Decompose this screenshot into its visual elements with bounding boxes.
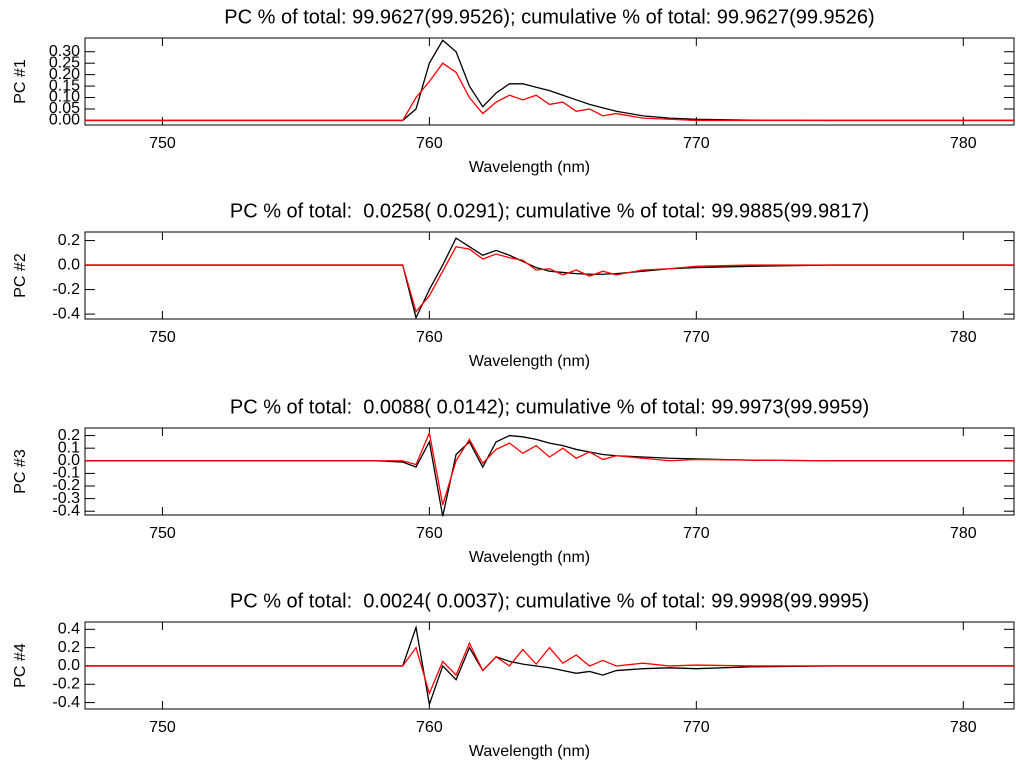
data-line	[85, 641, 1014, 696]
x-axis-label: Wavelength (nm)	[469, 549, 590, 566]
x-tick-label: 750	[149, 329, 176, 346]
y-tick-label: -0.2	[52, 477, 80, 494]
chart-title: PC % of total: 0.0024( 0.0037); cumulati…	[230, 590, 869, 612]
x-tick-label: 760	[416, 525, 443, 542]
y-tick-label: 0.0	[58, 452, 80, 469]
x-tick-label: 750	[149, 135, 176, 152]
data-line	[85, 39, 1014, 122]
x-tick-label: 760	[416, 719, 443, 736]
x-tick-label: 770	[683, 135, 710, 152]
y-tick-label: 0.2	[58, 232, 80, 249]
y-tick-label: -0.2	[52, 675, 80, 692]
plot-frame	[84, 231, 1015, 320]
x-axis-label: Wavelength (nm)	[469, 159, 590, 176]
y-tick-label: 0.2	[58, 427, 80, 444]
y-tick-label: 0.2	[58, 639, 80, 656]
plot-frame	[84, 427, 1015, 516]
x-tick-label: 770	[683, 525, 710, 542]
y-axis-label: PC #3	[12, 449, 29, 494]
y-tick-label: 0.00	[49, 112, 80, 129]
y-tick-label: -0.2	[52, 281, 80, 298]
data-line	[85, 62, 1014, 122]
y-tick-label: 0.15	[49, 77, 80, 94]
x-tick-label: 780	[950, 719, 977, 736]
y-tick-label: -0.4	[52, 305, 80, 322]
y-tick-label: -0.3	[52, 490, 80, 507]
plot-frame	[84, 37, 1015, 126]
chart-title: PC % of total: 0.0258( 0.0291); cumulati…	[230, 200, 869, 222]
y-tick-label: 0.30	[49, 43, 80, 60]
chart-title: PC % of total: 99.9627(99.9526); cumulat…	[224, 6, 874, 28]
x-tick-label: 770	[683, 329, 710, 346]
y-tick-label: 0.20	[49, 66, 80, 83]
data-line	[85, 430, 1014, 506]
chart-title: PC % of total: 0.0088( 0.0142); cumulati…	[230, 396, 869, 418]
x-tick-label: 750	[149, 719, 176, 736]
y-tick-label: 0.10	[49, 89, 80, 106]
y-axis-label: PC #1	[12, 59, 29, 104]
y-tick-label: -0.1	[52, 465, 80, 482]
y-tick-label: -0.4	[52, 502, 80, 519]
x-tick-label: 770	[683, 719, 710, 736]
y-tick-label: 0.05	[49, 100, 80, 117]
y-tick-label: 0.0	[58, 256, 80, 273]
x-axis-label: Wavelength (nm)	[469, 743, 590, 760]
x-tick-label: 750	[149, 525, 176, 542]
data-line	[85, 237, 1014, 320]
y-tick-label: 0.25	[49, 54, 80, 71]
y-axis-label: PC #2	[12, 253, 29, 298]
y-tick-label: 0.0	[58, 657, 80, 674]
data-line	[85, 245, 1014, 314]
y-axis-label: PC #4	[12, 643, 29, 688]
x-tick-label: 780	[950, 329, 977, 346]
x-axis-label: Wavelength (nm)	[469, 353, 590, 370]
data-line	[85, 434, 1014, 517]
y-tick-label: -0.4	[52, 694, 80, 711]
x-tick-label: 760	[416, 135, 443, 152]
x-tick-label: 780	[950, 135, 977, 152]
x-tick-label: 760	[416, 329, 443, 346]
data-line	[85, 624, 1014, 708]
y-tick-label: 0.1	[58, 439, 80, 456]
y-tick-label: 0.4	[58, 621, 80, 638]
x-tick-label: 780	[950, 525, 977, 542]
